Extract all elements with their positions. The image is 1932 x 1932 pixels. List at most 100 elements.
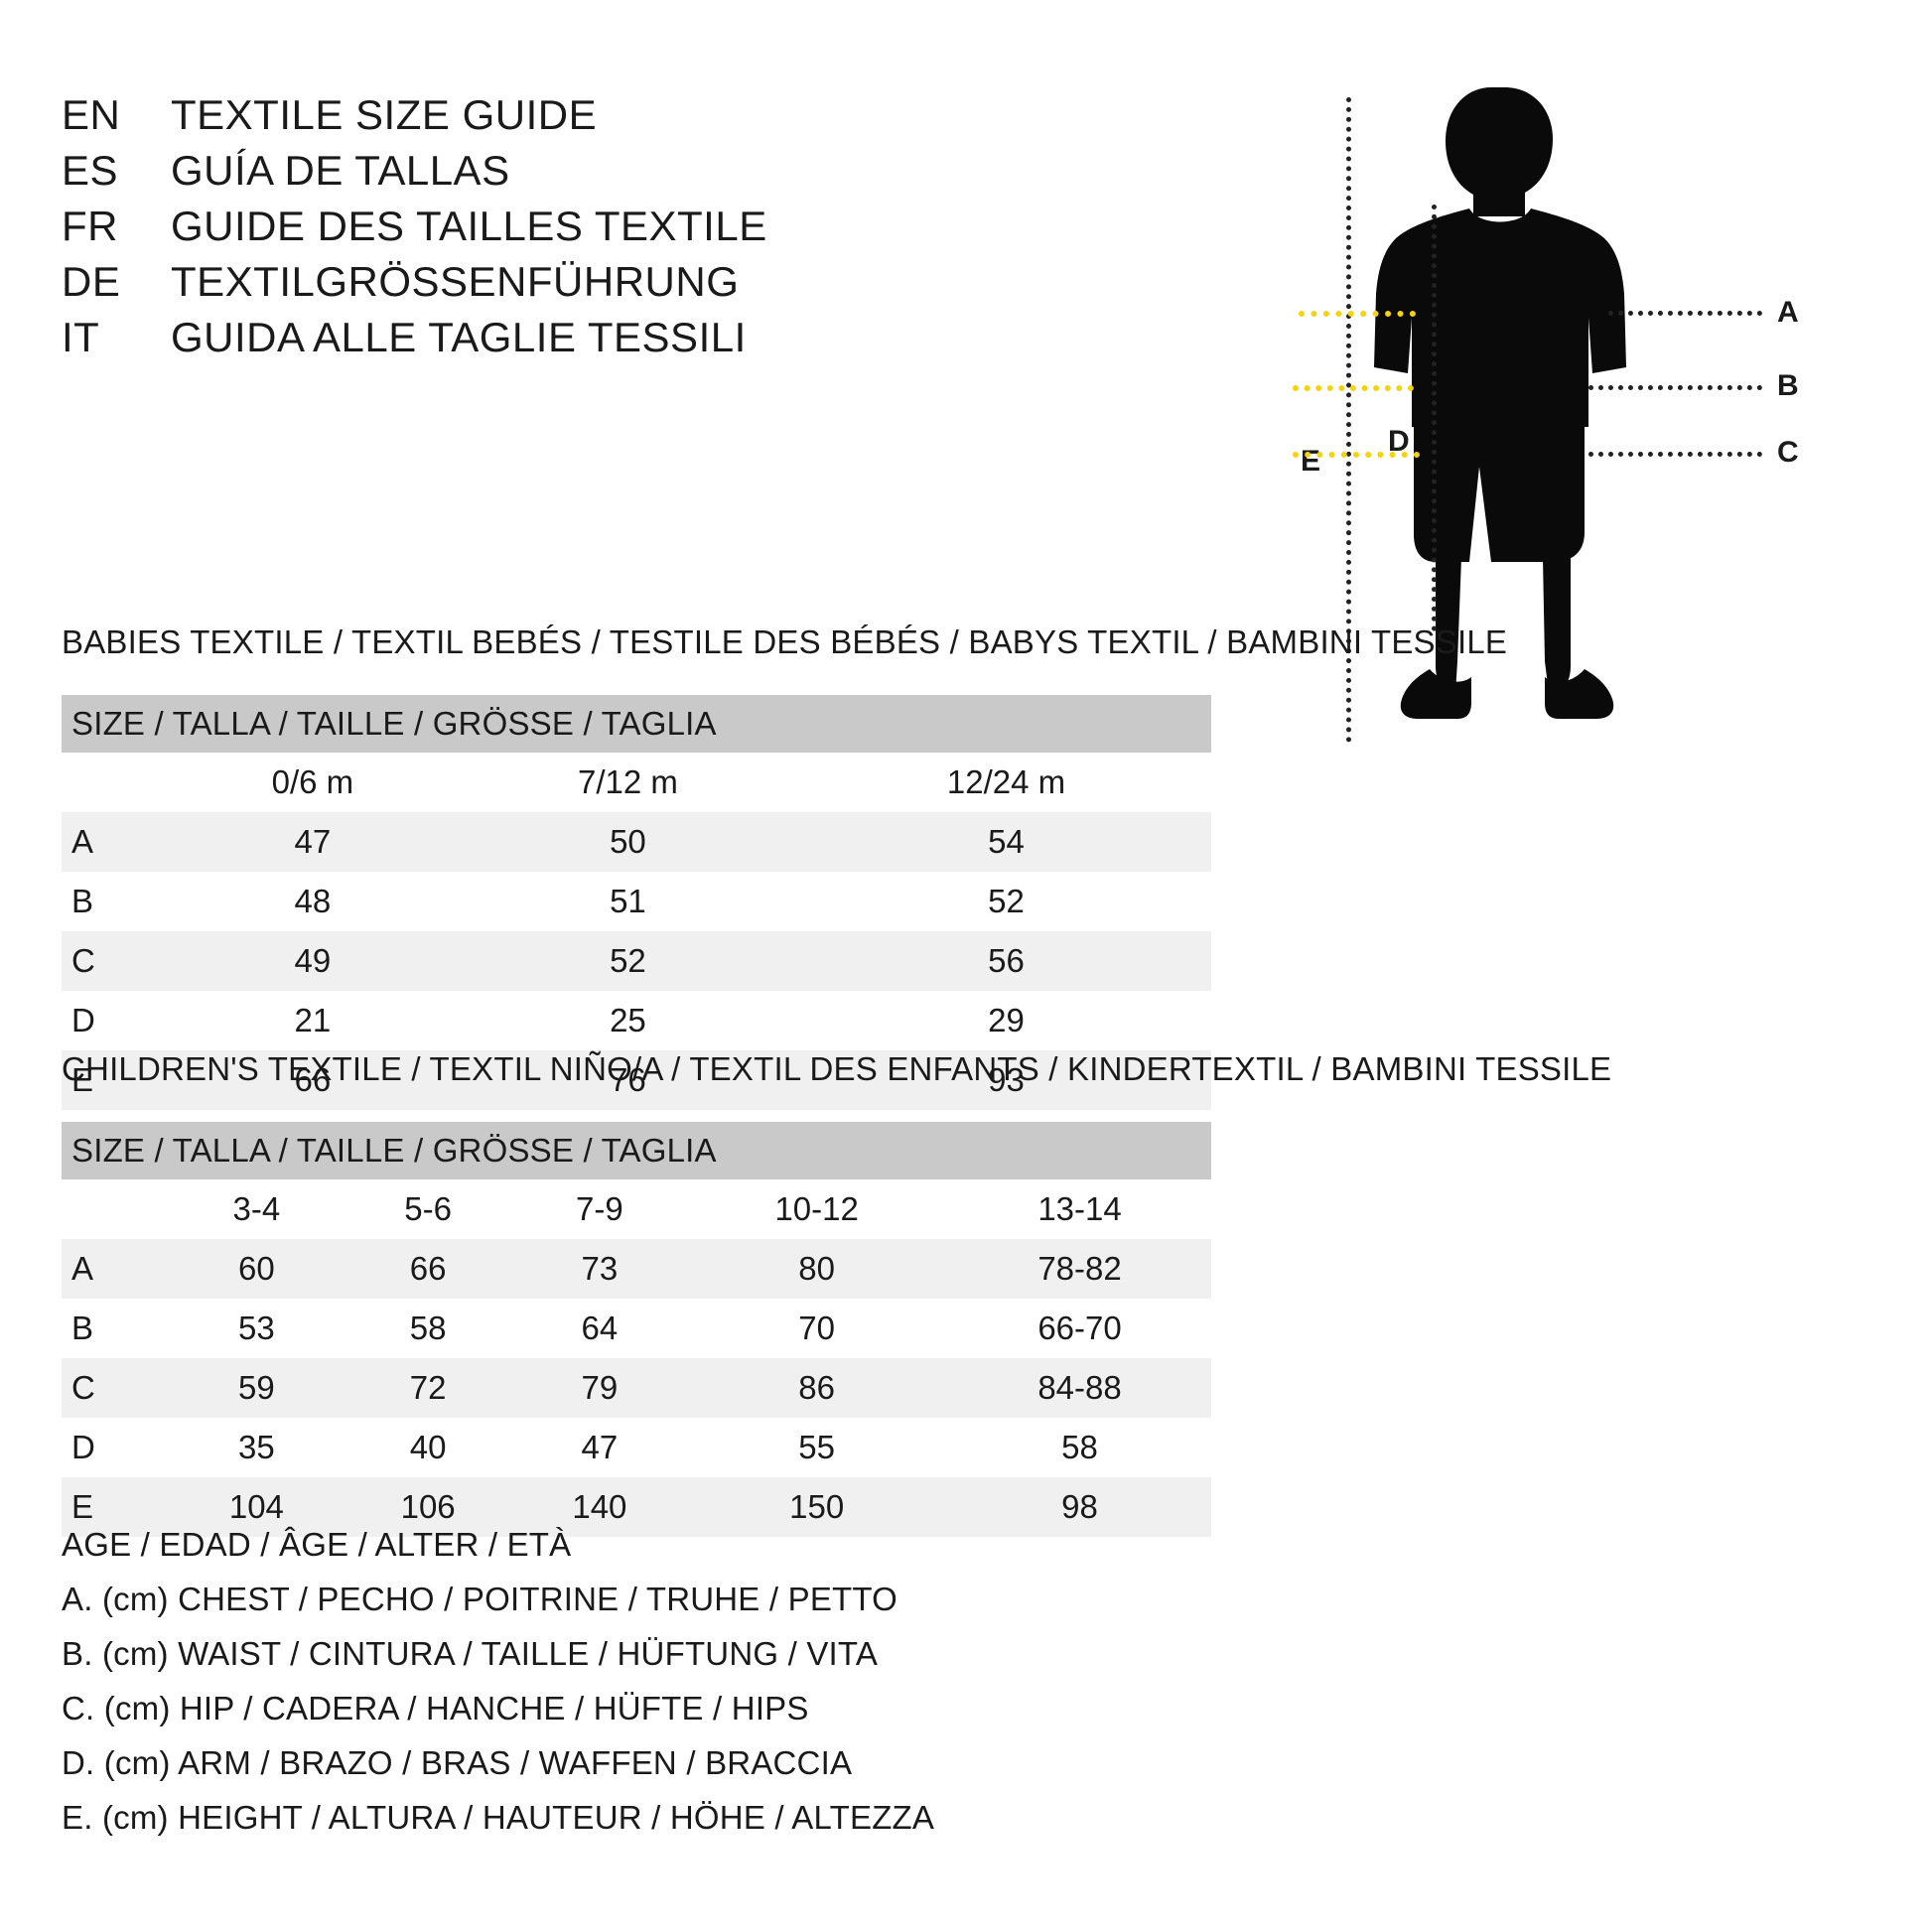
babies-cell: 52 [454,931,802,991]
children-cell: 72 [342,1358,514,1418]
babies-cell: 51 [610,883,646,919]
child-silhouette-icon [1374,87,1626,719]
language-code-en: EN [62,91,121,138]
language-code-de: DE [62,258,121,305]
table-row: C 59 72 79 86 84-88 [62,1358,1211,1418]
children-column-header: 3-4 [171,1179,343,1239]
hip-measurement-line [1293,452,1420,458]
language-row-it: IT GUIDA ALLE TAGLIE TESSILI [62,314,1054,369]
height-reference-line-e [1346,97,1351,743]
children-section-title: CHILDREN'S TEXTILE / TEXTIL NIÑO/A / TEX… [62,1050,1612,1087]
waist-leader-line [1588,385,1762,390]
language-title-en: TEXTILE SIZE GUIDE [171,91,598,138]
children-cell: 59 [171,1358,343,1418]
diagram-label-a: A [1777,296,1799,329]
babies-cell: 49 [171,931,455,991]
children-cell: 58 [1061,1429,1098,1465]
children-row-label: E [62,1477,171,1537]
children-column-header: 5-6 [342,1179,514,1239]
children-row-label: C [62,1358,171,1418]
babies-cell: 66 [171,1050,455,1110]
children-cell: 150 [685,1477,949,1537]
babies-row-label: D [71,1002,95,1038]
children-column-header-row: 3-4 5-6 7-9 10-12 13-14 [62,1179,1211,1239]
babies-column-header: 7/12 m [454,753,802,812]
legend-line-d-arm: D. (cm) ARM / BRAZO / BRAS / WAFFEN / BR… [62,1744,853,1781]
children-cell: 98 [948,1477,1211,1537]
children-cell: 60 [171,1239,343,1299]
babies-cell: 93 [801,1050,1211,1110]
table-row: B 53 58 64 70 66-70 [62,1299,1211,1358]
children-cell: 86 [685,1358,949,1418]
children-cell: 80 [685,1239,949,1299]
language-row-de: DE TEXTILGRÖSSENFÜHRUNG [62,258,1054,314]
babies-size-table: SIZE / TALLA / TAILLE / GRÖSSE / TAGLIA … [62,695,1211,1110]
babies-band-label: SIZE / TALLA / TAILLE / GRÖSSE / TAGLIA [62,695,1211,753]
waist-measurement-line [1293,385,1414,391]
children-cell: 70 [798,1310,836,1346]
legend-line-a-chest: A. (cm) CHEST / PECHO / POITRINE / TRUHE… [62,1581,898,1617]
babies-band-row: SIZE / TALLA / TAILLE / GRÖSSE / TAGLIA [62,695,1211,753]
babies-cell: 56 [801,931,1211,991]
children-cell: 47 [581,1429,619,1465]
children-column-header: 10-12 [685,1179,949,1239]
table-row: B 48 51 52 [62,872,1211,931]
children-cell: 53 [238,1310,275,1346]
hip-leader-line [1588,452,1762,457]
babies-cell: 76 [454,1050,802,1110]
language-row-es: ES GUÍA DE TALLAS [62,147,1054,203]
babies-column-header: 0/6 m [171,753,455,812]
diagram-label-d: D [1388,425,1410,458]
children-cell: 66-70 [1037,1310,1122,1346]
children-cell: 104 [171,1477,343,1537]
legend-line-age: AGE / EDAD / ÂGE / ALTER / ETÀ [62,1526,572,1563]
legend-line-e-height: E. (cm) HEIGHT / ALTURA / HAUTEUR / HÖHE… [62,1799,935,1836]
babies-row-label: B [71,883,94,919]
babies-cell: 48 [294,883,332,919]
babies-column-header: 12/24 m [801,753,1211,812]
babies-cell: 54 [801,812,1211,872]
babies-cell: 21 [294,1002,332,1038]
babies-column-header-row: 0/6 m 7/12 m 12/24 m [62,753,1211,812]
children-cell: 84-88 [948,1358,1211,1418]
language-code-it: IT [62,314,100,360]
children-row-label: B [71,1310,94,1346]
table-row: C 49 52 56 [62,931,1211,991]
language-title-es: GUÍA DE TALLAS [171,147,510,194]
language-code-es: ES [62,147,119,194]
children-cell: 140 [513,1477,686,1537]
babies-row-label: E [62,1050,171,1110]
children-band-label: SIZE / TALLA / TAILLE / GRÖSSE / TAGLIA [62,1122,1211,1179]
language-title-fr: GUIDE DES TAILLES TEXTILE [171,203,767,249]
children-cell: 66 [342,1239,514,1299]
language-row-en: EN TEXTILE SIZE GUIDE [62,91,1054,147]
babies-cell: 47 [171,812,455,872]
diagram-label-c: C [1777,436,1799,469]
babies-section-title: BABIES TEXTILE / TEXTIL BEBÉS / TESTILE … [62,623,1508,660]
children-cell: 78-82 [948,1239,1211,1299]
diagram-label-e: E [1301,445,1321,478]
body-measurement-diagram: A B C D E [1142,69,1896,764]
children-cell: 79 [513,1358,686,1418]
table-row: A 60 66 73 80 78-82 [62,1239,1211,1299]
language-title-it: GUIDA ALLE TAGLIE TESSILI [171,314,747,360]
measurement-legend: AGE / EDAD / ÂGE / ALTER / ETÀ A. (cm) C… [62,1517,1253,1845]
children-row-label: A [62,1239,171,1299]
babies-corner-cell [62,753,171,812]
chest-leader-line [1608,311,1762,316]
children-cell: 40 [409,1429,447,1465]
language-code-fr: FR [62,203,118,249]
language-header-block: EN TEXTILE SIZE GUIDE ES GUÍA DE TALLAS … [62,91,1054,369]
table-row: D 21 25 29 [62,991,1211,1050]
chest-measurement-line [1299,311,1416,317]
children-cell: 55 [798,1429,836,1465]
language-row-fr: FR GUIDE DES TAILLES TEXTILE [62,203,1054,258]
children-row-label: D [71,1429,95,1465]
arm-reference-line-d [1432,205,1437,631]
children-band-row: SIZE / TALLA / TAILLE / GRÖSSE / TAGLIA [62,1122,1211,1179]
children-cell: 64 [581,1310,619,1346]
babies-cell: 29 [988,1002,1025,1038]
children-cell: 35 [238,1429,275,1465]
children-cell: 58 [409,1310,447,1346]
language-title-de: TEXTILGRÖSSENFÜHRUNG [171,258,740,305]
